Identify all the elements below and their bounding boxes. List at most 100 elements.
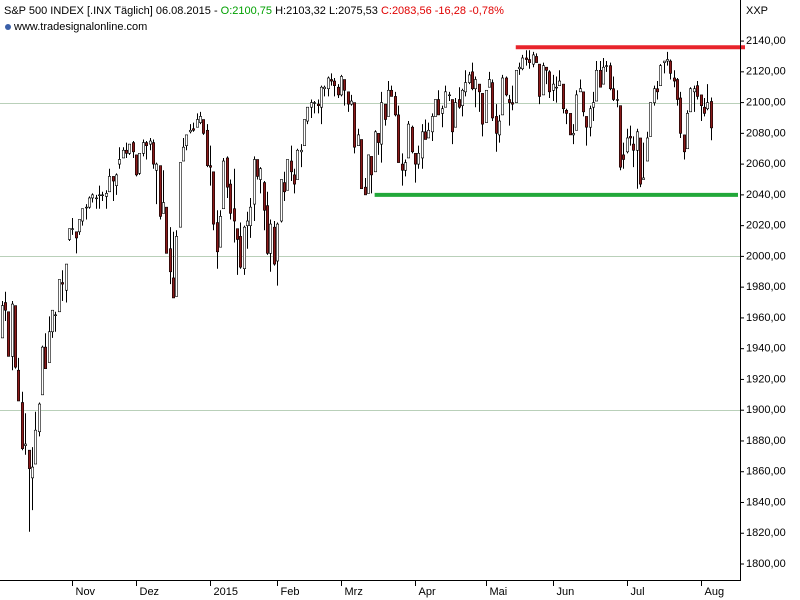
candle-body [389,89,393,97]
candle-body [236,228,240,240]
x-tick-label: Apr [419,586,436,598]
candle-body [682,134,686,153]
candle-body [226,157,230,188]
candle-body [652,88,656,103]
candle-body [302,119,306,146]
candle-body [189,129,193,133]
candle-body [216,222,220,253]
candle-body [537,63,541,97]
candle-body [16,369,20,402]
candle-body [504,77,508,96]
candle-body [507,99,511,103]
candle-body [4,302,8,311]
candle-body [584,116,588,128]
candle-body [685,113,689,150]
level-layer [374,45,745,197]
candle-body [631,143,635,151]
candle-body [319,86,323,108]
candle-body [356,134,360,146]
candle-body [436,99,440,116]
candle-body [598,69,602,88]
candle-body [165,206,169,254]
candle-body [209,165,213,168]
candle-body [332,80,336,86]
candle-body [494,116,498,134]
candle-body [699,94,703,106]
candle-body [88,197,92,208]
candle-body [282,182,286,193]
candle-body [128,143,132,154]
y-tick-label: 1980,00 [746,281,786,293]
candle-body [152,142,156,165]
y-tick-label: 2060,00 [746,158,786,170]
candle-body [202,119,206,134]
candle-body [467,74,471,83]
candle-body [648,102,652,137]
candle-body [376,133,380,143]
candle-body [78,219,82,233]
candle-body [611,88,615,100]
candle-body [162,202,166,214]
candle-body [20,402,24,449]
candle-body [125,149,129,154]
candle-body [366,154,370,194]
y-tick-label: 2020,00 [746,220,786,232]
x-tick-label: Mrz [345,586,363,598]
candle-body [14,305,18,368]
candle-body [410,126,414,153]
y-tick-label: 2040,00 [746,189,786,201]
candle-body [594,69,598,102]
y-tick-label: 1920,00 [746,373,786,385]
candle-body [490,82,494,119]
candle-body [309,102,313,108]
x-tick-label: Nov [76,586,96,598]
candle-body [621,154,625,160]
candle-body [705,102,709,110]
candle-body [212,171,216,225]
x-tick-label: Jul [631,586,645,598]
candle-body [185,134,189,146]
candle-body [182,146,186,162]
candle-body [336,86,340,96]
candle-body [339,76,343,96]
candle-body [473,79,477,90]
candle-body [23,443,27,446]
candle-body [470,71,474,90]
candle-body [413,153,417,165]
candle-body [386,89,390,117]
candle-body [47,331,51,363]
candle-body [463,82,467,93]
candle-body [359,139,363,190]
candle-body [531,54,535,65]
candle-body [655,88,659,93]
candle-body [95,197,99,200]
candle-body [426,129,430,139]
candle-body [628,136,632,139]
candle-body [122,149,126,159]
candle-body [510,102,514,105]
candle-body [246,220,250,226]
candle-body [608,65,612,90]
candle-body [27,449,31,469]
candle-body [500,77,504,116]
candle-body [443,91,447,108]
source: www.tradesignalonline.com [13,21,147,33]
candle-body [517,66,521,70]
candle-body [253,159,257,205]
candle-body [393,96,397,116]
candle-body [635,131,639,151]
candle-body [447,94,451,96]
x-tick-label: Jun [557,586,575,598]
candle-body [645,137,649,162]
candle-body [668,60,672,74]
candle-body [50,309,54,333]
candle-body [544,66,548,71]
candle-body [638,137,642,185]
candle-body [709,101,713,129]
candle-body [588,108,592,128]
candle-body [547,71,551,93]
y-tick-label: 1840,00 [746,496,786,508]
candle-body [40,346,44,396]
candle-body [695,85,699,97]
candle-body [229,183,233,214]
